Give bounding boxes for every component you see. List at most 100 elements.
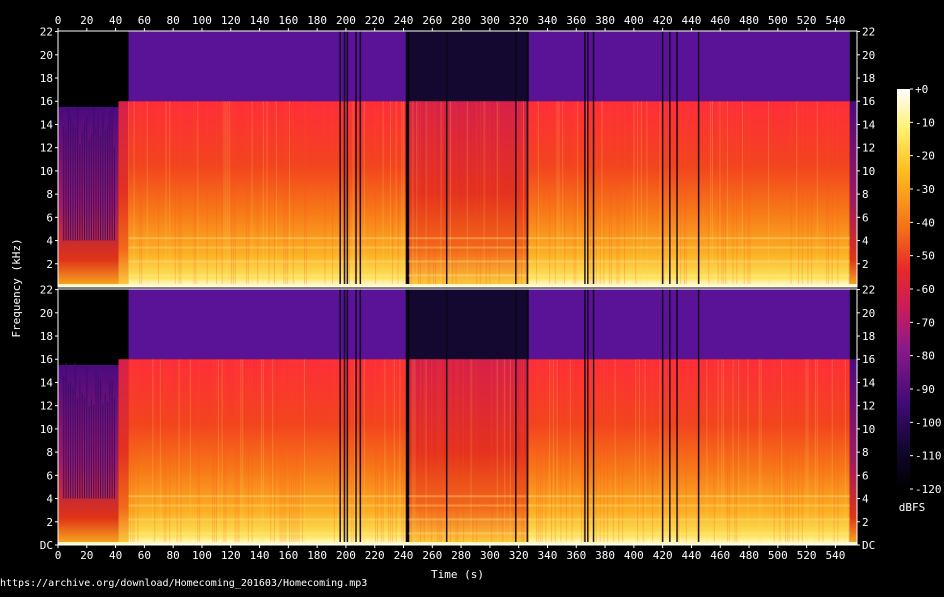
x-tick-label: 400	[624, 549, 644, 562]
y-tick-label: 12	[40, 142, 53, 155]
x-tick-label: 340	[538, 549, 558, 562]
x-tick-label: 260	[422, 549, 442, 562]
y-tick-label: 10	[40, 165, 53, 178]
x-tick-label: 540	[825, 549, 845, 562]
x-tick-label: 280	[451, 14, 471, 27]
channel-panel-1	[57, 30, 858, 288]
y-tick-label: 22	[40, 26, 53, 39]
x-tick-label: 0	[55, 549, 62, 562]
y-tick-label: 20	[862, 49, 875, 62]
y-tick-label: 4	[46, 235, 53, 248]
x-tick-label: 460	[710, 549, 730, 562]
y-tick-label: DC	[862, 539, 875, 552]
harmonic-band	[128, 260, 850, 263]
y-tick-label: 18	[40, 330, 53, 343]
y-tick-label: 14	[40, 118, 54, 131]
x-tick-label: 500	[768, 549, 788, 562]
y-tick-label: 10	[40, 423, 53, 436]
y-tick-label: 20	[40, 49, 53, 62]
colorbar-tick-label: +0	[915, 83, 928, 96]
y-tick-label: 10	[862, 423, 875, 436]
dc-line	[58, 542, 857, 545]
harmonic-band	[128, 274, 850, 277]
y-tick-label: 6	[46, 469, 53, 482]
y-tick-label: 2	[46, 258, 53, 271]
colorbar-tick-label: -120	[915, 483, 942, 496]
x-tick-label: 380	[595, 14, 615, 27]
x-tick-label: 460	[710, 14, 730, 27]
x-tick-label: 420	[653, 549, 673, 562]
y-tick-label: 12	[40, 400, 53, 413]
colorbar-label: dBFS	[899, 501, 926, 514]
hf-noise-band	[528, 289, 850, 360]
x-tick-label: 180	[307, 549, 327, 562]
y-tick-label: DC	[40, 539, 53, 552]
x-tick-label: 60	[138, 549, 151, 562]
colorbar-tick-label: -10	[915, 116, 935, 129]
x-tick-label: 300	[480, 14, 500, 27]
harmonic-band	[128, 495, 850, 498]
x-tick-label: 100	[192, 549, 212, 562]
y-axis-label: Frequency (kHz)	[10, 238, 23, 337]
colorbar-tick-label: -110	[915, 450, 942, 463]
y-tick-label: 16	[862, 95, 875, 108]
x-tick-label: 100	[192, 14, 212, 27]
segment-transition	[118, 359, 129, 545]
x-tick-label: 200	[336, 14, 356, 27]
colorbar-tick-label: -50	[915, 250, 935, 263]
colorbar-tick-label: -30	[915, 183, 935, 196]
x-tick-label: 320	[509, 14, 529, 27]
x-tick-label: 0	[55, 14, 62, 27]
y-tick-label: 12	[862, 142, 875, 155]
x-tick-label: 180	[307, 14, 327, 27]
segment-loud	[528, 359, 850, 545]
source-url: https://archive.org/download/Homecoming_…	[0, 578, 368, 589]
segment-medium	[409, 359, 529, 545]
segment-loud	[528, 101, 850, 288]
y-tick-label: 6	[862, 469, 869, 482]
colorbar-tick-label: -80	[915, 350, 935, 363]
x-tick-label: 80	[167, 14, 180, 27]
x-tick-label: 160	[278, 549, 298, 562]
hf-noise-band	[528, 31, 850, 102]
y-tick-label: 8	[862, 188, 869, 201]
y-tick-label: 8	[46, 446, 53, 459]
x-tick-label: 380	[595, 549, 615, 562]
x-tick-label: 160	[278, 14, 298, 27]
x-tick-label: 360	[566, 14, 586, 27]
x-tick-label: 220	[365, 14, 385, 27]
x-tick-label: 360	[566, 549, 586, 562]
x-tick-label: 440	[682, 14, 702, 27]
y-tick-label: 14	[862, 376, 876, 389]
x-tick-label: 300	[480, 549, 500, 562]
dc-line	[58, 284, 857, 287]
x-tick-label: 240	[394, 549, 414, 562]
colorbar-tick-label: -60	[915, 283, 935, 296]
y-tick-label: 10	[862, 165, 875, 178]
y-tick-label: 2	[46, 516, 53, 529]
colorbar-tick-label: -70	[915, 316, 935, 329]
segment-transition	[118, 101, 129, 288]
colorbar-tick-label: -40	[915, 216, 935, 229]
x-tick-label: 320	[509, 549, 529, 562]
x-tick-label: 40	[109, 549, 122, 562]
y-tick-label: 20	[40, 307, 53, 320]
x-tick-label: 220	[365, 549, 385, 562]
y-tick-label: 22	[862, 26, 875, 39]
segment-fade	[849, 359, 857, 545]
x-tick-label: 20	[80, 14, 93, 27]
hf-noise-band	[128, 289, 407, 360]
x-tick-label: 480	[739, 14, 759, 27]
y-tick-label: 4	[46, 493, 53, 506]
harmonic-band	[128, 237, 850, 240]
x-tick-label: 140	[250, 549, 270, 562]
x-tick-label: 20	[80, 549, 93, 562]
x-tick-label: 400	[624, 14, 644, 27]
x-tick-label: 540	[825, 14, 845, 27]
x-tick-label: 140	[250, 14, 270, 27]
x-tick-label: 420	[653, 14, 673, 27]
colorbar-gradient	[897, 89, 910, 489]
hf-noise-band	[409, 289, 529, 360]
y-tick-label: 16	[862, 353, 875, 366]
